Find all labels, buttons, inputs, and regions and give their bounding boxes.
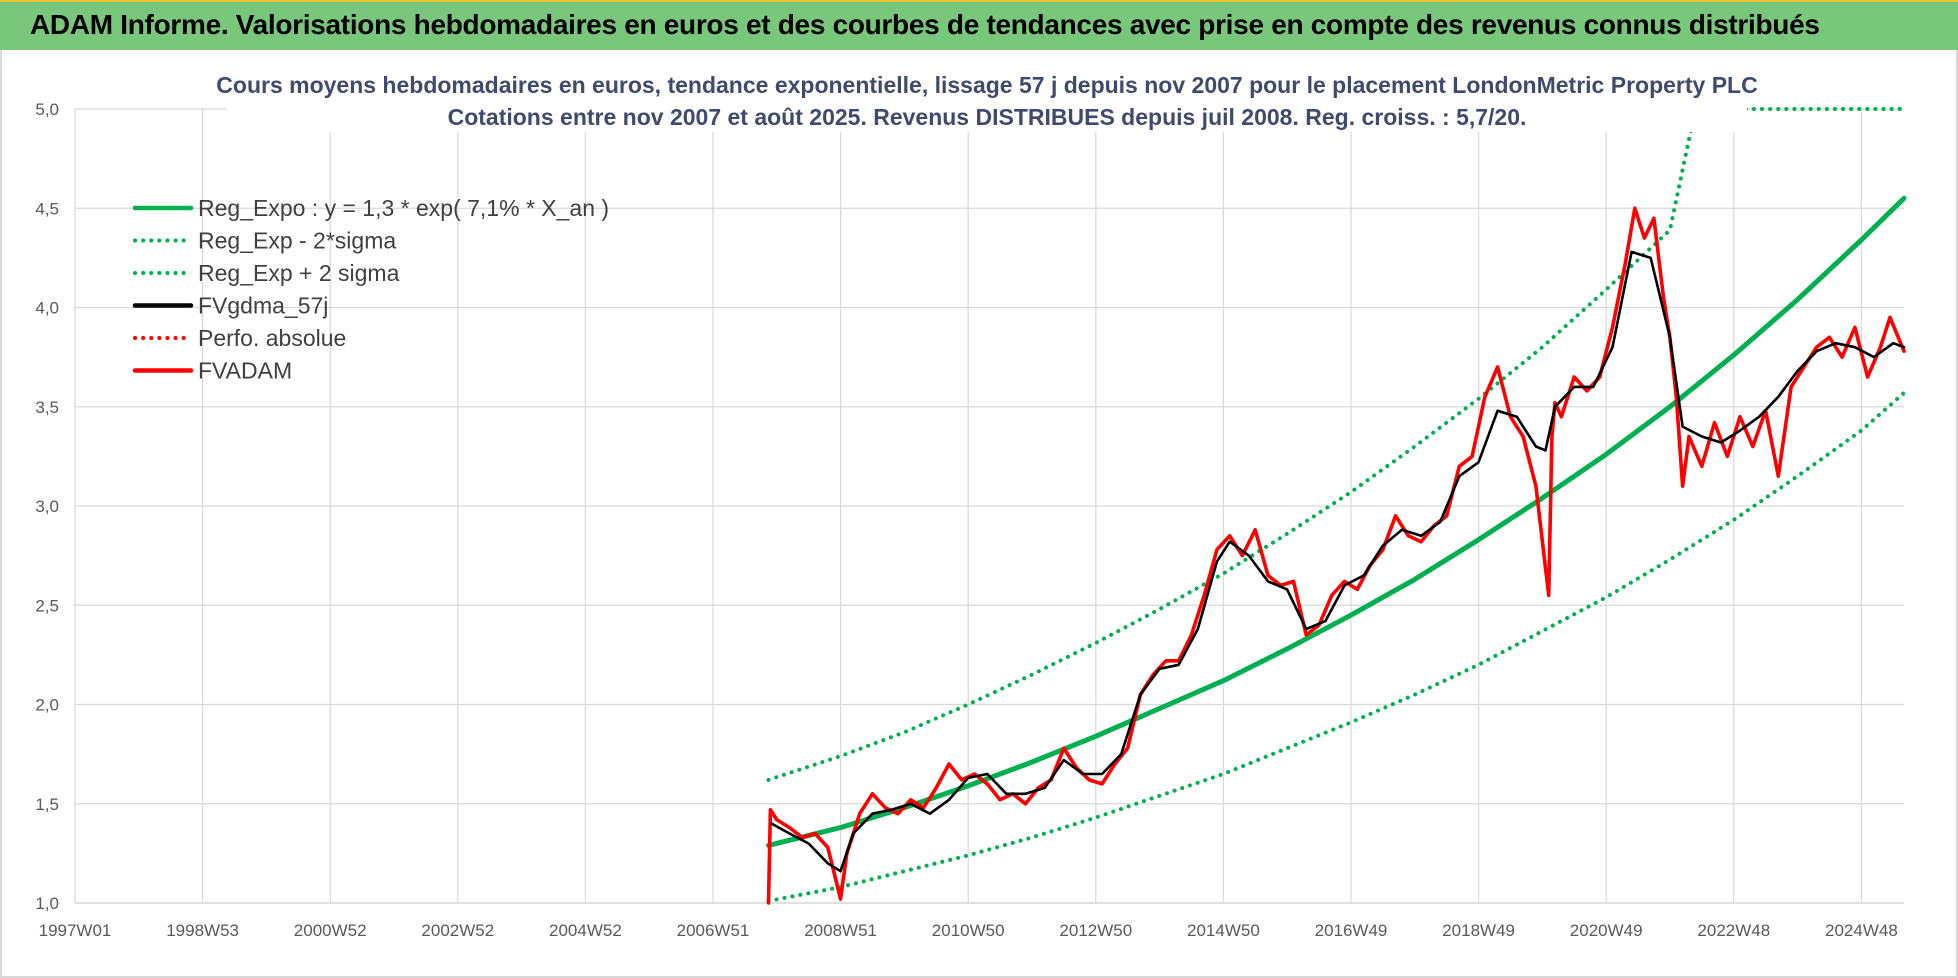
x-tick-label: 1998W53 [166,921,239,940]
x-tick-label: 2008W51 [804,921,877,940]
legend-label: Reg_Exp + 2 sigma [198,260,400,286]
x-tick-label: 2000W52 [294,921,367,940]
x-tick-label: 2012W50 [1059,921,1132,940]
fvadam-line [766,206,1906,905]
chart-subtitle: Cotations entre nov 2007 et août 2025. R… [448,104,1527,130]
legend-label: FVgdma_57j [198,293,328,319]
report-banner: ADAM Informe. Valorisations hebdomadaire… [0,0,1958,50]
y-tick-label: 3,5 [35,398,59,417]
x-tick-label: 2002W52 [421,921,494,940]
y-tick-label: 4,5 [35,199,59,218]
legend-label: Perfo. absolue [198,325,346,351]
title-background [227,58,1747,132]
axes: 1,0 1,5 2,0 2,5 3,0 3,5 4,0 4,5 5,0 1997W01 1998W5… [35,100,1904,940]
legend-label: Reg_Expo : y = 1,3 * exp( 7,1% * X_an ) [198,195,609,221]
legend-label: FVADAM [198,358,292,384]
reg-expo-line [766,195,1907,848]
fvgdma-line [770,250,1906,873]
grid [74,108,1904,904]
chart-area: 1,0 1,5 2,0 2,5 3,0 3,5 4,0 4,5 5,0 1997W01 1998W5… [0,50,1958,978]
report-title: ADAM Informe. Valorisations hebdomadaire… [30,9,1820,40]
x-tick-label: 1997W01 [39,921,112,940]
x-tick-label: 2024W48 [1825,921,1898,940]
x-tick-label: 2016W49 [1315,921,1388,940]
x-tick-label: 2006W51 [677,921,750,940]
y-tick-label: 4,0 [35,299,59,318]
x-tick-label: 2022W48 [1697,921,1770,940]
y-tick-label: 5,0 [35,100,59,119]
legend: Reg_Expo : y = 1,3 * exp( 7,1% * X_an ) R… [132,195,609,384]
y-tick-label: 2,5 [35,596,59,615]
x-tick-label: 2020W49 [1570,921,1643,940]
y-tick-label: 3,0 [35,497,59,516]
chart-title: Cours moyens hebdomadaires en euros, ten… [216,72,1757,98]
legend-label: Reg_Exp - 2*sigma [198,228,396,254]
y-tick-label: 1,5 [35,795,59,814]
x-tick-label: 2010W50 [932,921,1005,940]
line-chart: 1,0 1,5 2,0 2,5 3,0 3,5 4,0 4,5 5,0 1997W01 1998W5… [35,58,1907,940]
reg-exp-plus-line [766,107,1906,782]
x-tick-label: 2014W50 [1187,921,1260,940]
y-tick-label: 2,0 [35,696,59,715]
x-tick-label: 2018W49 [1442,921,1515,940]
series-lines [766,107,1907,905]
x-tick-label: 2004W52 [549,921,622,940]
chart-titles: Cours moyens hebdomadaires en euros, ten… [216,58,1758,132]
y-tick-label: 1,0 [35,894,59,913]
reg-exp-minus-line [766,390,1906,903]
